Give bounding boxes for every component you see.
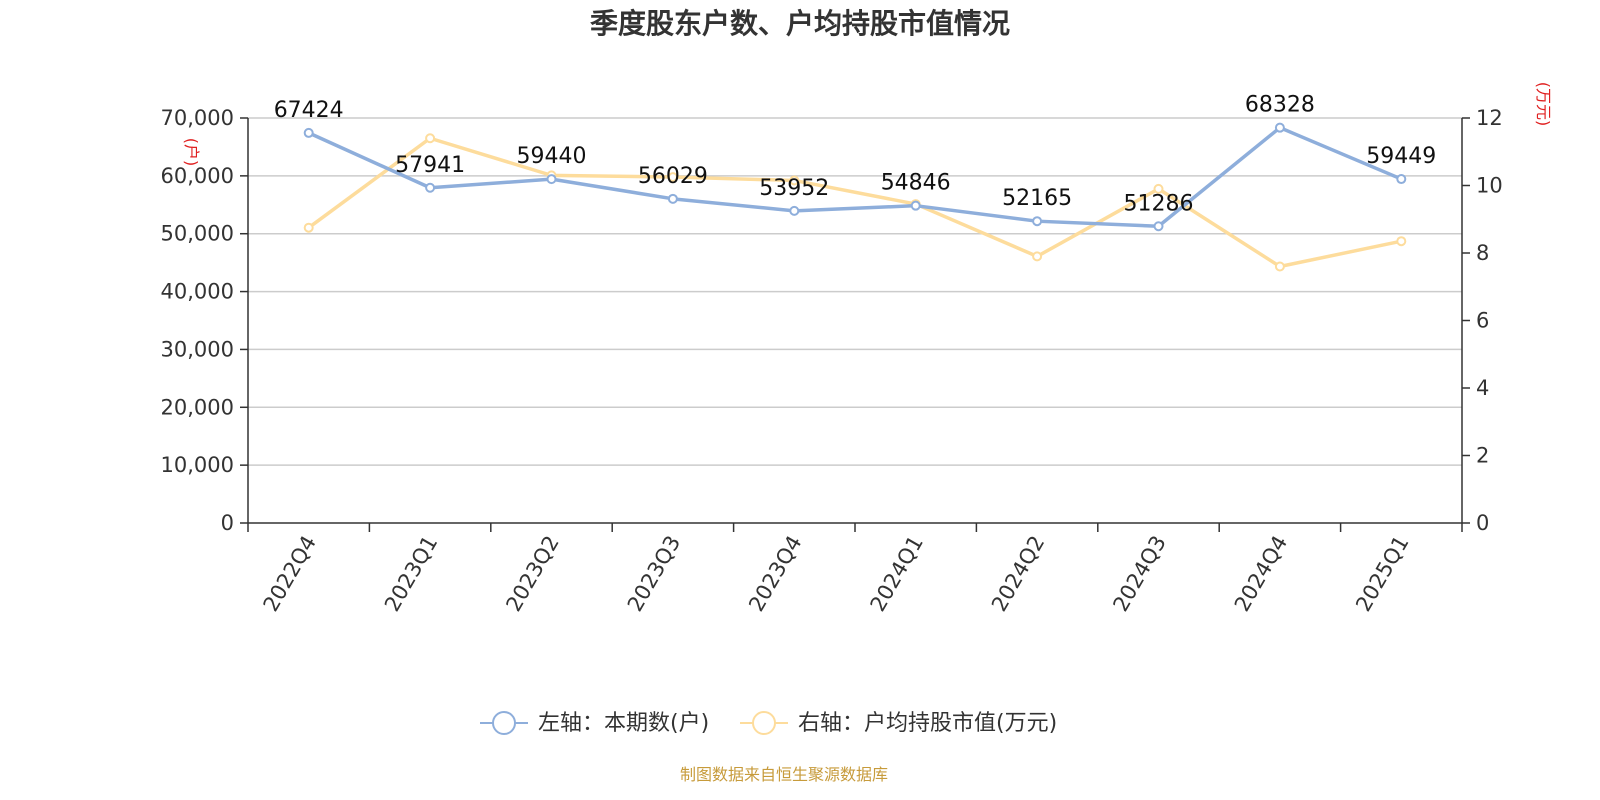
left-tick-label-1: 10,000 <box>161 453 234 477</box>
left-tick-label-7: 70,000 <box>161 106 234 130</box>
data-label-5: 54846 <box>881 171 951 196</box>
right-tick-label-2: 4 <box>1476 376 1489 400</box>
x-tick-label-4: 2023Q4 <box>744 532 806 616</box>
series-1-point-1 <box>425 133 436 144</box>
series-1-point-0 <box>303 222 314 233</box>
x-tick-label-1: 2023Q1 <box>380 532 442 616</box>
right-tick-label-0: 0 <box>1476 511 1489 535</box>
right-tick-label-3: 6 <box>1476 309 1489 333</box>
legend-label-right: 右轴：户均持股市值(万元) <box>798 711 1057 736</box>
legend-label-left: 左轴：本期数(户) <box>538 711 709 736</box>
x-tick-label-8: 2024Q4 <box>1230 532 1292 616</box>
right-axis-unit: (万元) <box>1534 82 1553 127</box>
series-layer <box>303 122 1407 272</box>
legend-marker-left <box>492 711 516 735</box>
legend-marker-right <box>752 711 776 735</box>
data-label-7: 51286 <box>1124 191 1194 216</box>
data-label-4: 53952 <box>759 176 829 201</box>
series-1-point-3 <box>667 172 678 183</box>
x-axis-ticks: 2022Q4 2023Q1 2023Q2 2023Q3 2023Q4 2024Q1 2024… <box>247 523 1463 616</box>
series-0-point-1 <box>425 182 436 193</box>
series-1-point-8 <box>1274 261 1285 272</box>
grid <box>248 117 1462 466</box>
data-label-8: 68328 <box>1245 93 1315 118</box>
left-tick-label-2: 20,000 <box>161 395 234 419</box>
data-label-0: 67424 <box>274 98 344 123</box>
series-1-point-6 <box>1032 251 1043 262</box>
x-tick-label-6: 2024Q2 <box>987 532 1049 616</box>
legend-item-right-series[interactable]: 右轴：户均持股市值(万元) <box>740 711 1057 736</box>
series-line-1 <box>307 136 1402 269</box>
x-tick-label-0: 2022Q4 <box>259 532 321 616</box>
data-label-6: 52165 <box>1002 186 1072 211</box>
right-tick-label-1: 2 <box>1476 444 1489 468</box>
x-tick-label-3: 2023Q3 <box>623 532 685 616</box>
series-0-point-8 <box>1274 122 1285 133</box>
left-tick-label-0: 0 <box>221 511 234 535</box>
series-1-point-9 <box>1396 236 1407 247</box>
series-0-point-7 <box>1153 221 1164 232</box>
series-0-point-5 <box>910 200 921 211</box>
data-label-3: 56029 <box>638 164 708 189</box>
axes <box>247 118 1463 524</box>
series-0-point-9 <box>1396 174 1407 185</box>
x-tick-label-9: 2025Q1 <box>1351 532 1413 616</box>
series-0-point-0 <box>303 127 314 138</box>
series-0-point-6 <box>1032 216 1043 227</box>
series-1-point-4 <box>789 175 800 186</box>
x-tick-label-5: 2024Q1 <box>866 532 928 616</box>
series-0-point-2 <box>546 174 557 185</box>
x-tick-label-2: 2023Q2 <box>501 532 563 616</box>
data-source-note: 制图数据来自恒生聚源数据库 <box>680 765 888 784</box>
chart-title: 季度股东户数、户均持股市值情况 <box>590 7 1010 40</box>
series-line-0 <box>307 125 1402 229</box>
left-axis-ticks: 0 10,000 20,000 30,000 40,000 50,000 60,000 70,… <box>161 106 248 535</box>
series-0-point-4 <box>789 205 800 216</box>
series-0-point-3 <box>667 193 678 204</box>
data-label-2: 59440 <box>517 144 587 169</box>
right-axis-ticks: 0 2 4 6 8 10 12 <box>1462 106 1503 535</box>
data-label-1: 57941 <box>395 153 465 178</box>
right-tick-label-5: 10 <box>1476 174 1503 198</box>
right-tick-label-6: 12 <box>1476 106 1503 130</box>
right-tick-label-4: 8 <box>1476 241 1489 265</box>
left-tick-label-4: 40,000 <box>161 280 234 304</box>
x-tick-label-7: 2024Q3 <box>1108 532 1170 616</box>
series-1-point-7 <box>1153 183 1164 194</box>
legend-item-left-series[interactable]: 左轴：本期数(户) <box>480 711 709 736</box>
data-label-9: 59449 <box>1366 144 1436 169</box>
left-axis-unit: (户) <box>182 138 201 167</box>
data-labels: 67424 57941 59440 56029 53952 54846 52165 51286… <box>274 93 1437 217</box>
legend[interactable]: 左轴：本期数(户) 右轴：户均持股市值(万元) <box>480 711 1057 736</box>
left-tick-label-3: 30,000 <box>161 337 234 361</box>
left-tick-label-5: 50,000 <box>161 222 234 246</box>
left-tick-label-6: 60,000 <box>161 164 234 188</box>
